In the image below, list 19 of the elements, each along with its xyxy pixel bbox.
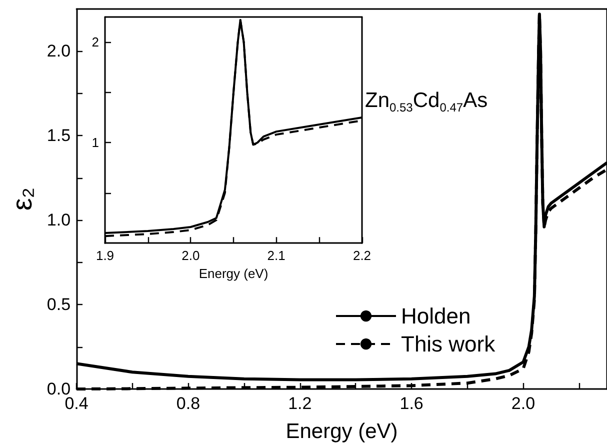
x-tick-label: 0.8 (176, 394, 200, 413)
y-tick-label: 2 (92, 34, 99, 50)
y-tick-label: 0.5 (46, 295, 71, 314)
y-axis-title: ε₂ (6, 187, 38, 211)
y-tick-label: 1 (92, 135, 99, 150)
x-axis-title: Energy (eV) (198, 266, 268, 281)
x-tick-label: 1.6 (400, 394, 424, 413)
x-tick-label: 1.2 (288, 394, 312, 413)
x-axis-title: Energy (eV) (286, 420, 398, 443)
x-tick-label: 2.0 (511, 394, 536, 413)
y-tick-label: 2.0 (46, 42, 71, 61)
x-tick-label: 1.9 (96, 248, 114, 264)
y-tick-label: 1.5 (46, 126, 71, 146)
legend-label: This work (401, 332, 496, 356)
x-tick-label: 2.1 (267, 248, 286, 264)
x-tick-label: 2.0 (182, 248, 200, 264)
legend-label: Holden (401, 304, 471, 328)
y-tick-label: 1.0 (46, 210, 71, 230)
x-tick-label: 2.2 (352, 248, 372, 264)
